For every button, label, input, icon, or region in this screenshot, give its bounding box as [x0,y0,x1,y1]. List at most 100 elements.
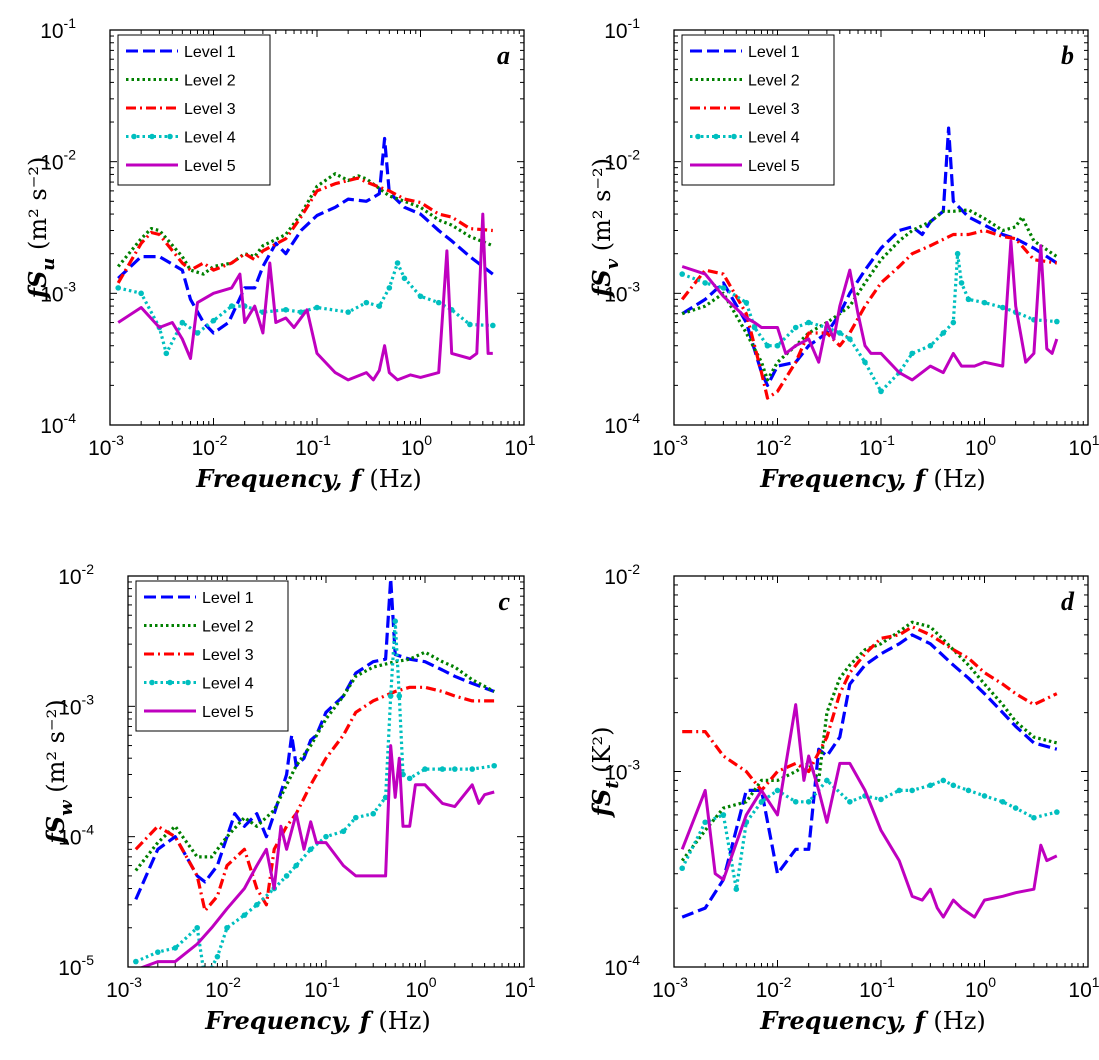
legend-label: Level 2 [184,73,236,90]
y-axis-label-subscript: t [602,780,623,789]
series-point [340,828,347,835]
series-point [965,787,972,794]
series-point [774,787,781,794]
y-axis-label-symbol: fS [587,269,616,299]
y-axis-label: fSw (m² s⁻²) [41,699,77,845]
x-tick-exponent: 0 [429,974,437,990]
x-tick-label: 10-1 [304,974,340,1002]
panel-letter: a [497,41,510,70]
series-point [224,924,230,931]
y-axis-label-units: (m² s⁻²) [42,699,70,800]
y-tick-label: 10-4 [40,410,76,438]
series-line-level-5 [680,703,1058,919]
legend-box [681,34,835,186]
x-tick-exponent: 1 [528,432,536,448]
series-point [491,762,497,769]
y-tick-exponent: -3 [628,757,641,773]
series-point [909,787,915,794]
legend-label: Level 5 [184,158,236,175]
legend-marker [131,133,137,140]
series-point [679,271,685,277]
series-point [133,958,139,965]
series-point [376,303,383,309]
y-tick-label: 10-2 [58,561,94,589]
x-tick-exponent: -2 [228,974,241,990]
series-point [194,924,200,931]
x-tick-exponent: 0 [424,432,432,448]
series-point [214,953,221,960]
series-point [679,865,685,872]
series-line-level-2 [681,208,1058,382]
series-point [467,321,473,328]
series-line-level-3 [682,625,1058,792]
series-point [999,798,1006,805]
y-tick-label: 10-1 [604,15,640,43]
series-point [847,336,853,342]
x-tick-label: 101 [504,432,535,460]
y-axis-label-units: (K²) [588,727,616,781]
x-axis-label-units: (Hz) [933,465,985,493]
x-tick-label: 10-3 [652,432,688,460]
legend-label: Level 4 [184,130,236,147]
x-axis-label: Frequency, f (Hz) [204,1006,430,1035]
y-tick-exponent: -4 [628,952,641,968]
y-tick-exponent: -2 [82,561,95,577]
series-line-level-3 [680,228,1058,400]
series-point [999,304,1006,311]
series-point [370,810,377,817]
panel-c: 10-3 10-2 10-1 100 10110-510-410-310-2Freque… [41,561,536,1035]
x-tick-exponent: 0 [988,432,996,448]
y-axis-label-units: (m² s⁻²) [588,158,616,259]
x-axis-label-bold: Frequency, f [759,1006,933,1035]
y-tick-exponent: -4 [64,410,77,426]
series-point [363,299,370,306]
axes-frame [673,575,1089,968]
legend-label: Level 1 [202,590,254,607]
y-tick-label: 10-4 [604,952,640,980]
y-tick-exponent: -2 [64,147,77,163]
series-point [283,873,290,879]
series-point [824,777,830,784]
axes-frame [673,29,1089,426]
series-point [927,782,934,789]
series-point [155,949,161,955]
x-tick-exponent: -3 [675,432,688,448]
y-axis-label-subscript: w [56,799,77,816]
x-axis-label-units: (Hz) [378,1007,430,1035]
legend-label: Level 3 [748,101,800,118]
x-tick-exponent: 0 [988,974,996,990]
series-point [314,304,320,311]
series-line-level-5 [681,239,1059,382]
series-point [115,285,121,291]
x-tick-exponent: -1 [318,432,331,448]
x-axis-label-bold: Frequency, f [195,464,369,493]
x-tick-label: 10-1 [859,974,895,1002]
y-tick-exponent: -2 [628,147,641,163]
series-point [307,846,314,853]
series-point [298,309,304,315]
x-tick-label: 10-3 [106,974,142,1002]
series-point [490,322,496,329]
x-tick-exponent: -3 [111,432,124,448]
panel-letter: d [1061,587,1075,616]
legend-label: Level 2 [202,619,254,636]
series-point [435,299,442,306]
series-point [720,812,727,818]
legend-marker [167,679,173,686]
series-point [392,618,398,624]
series-point [909,350,915,357]
series-point [439,766,446,772]
series-point [847,798,853,805]
series-point [163,350,170,357]
series-point [394,260,401,266]
y-tick-exponent: -3 [82,691,95,707]
legend-label: Level 5 [202,704,254,721]
panel-b: 10-3 10-2 10-1 100 10110-410-310-210-1Freque… [587,15,1099,493]
y-tick-label: 10-2 [604,561,640,589]
series-point [774,342,781,349]
series-point [720,285,727,291]
series-point [452,766,458,772]
series-point [805,319,812,326]
y-axis-label-units: (m² s⁻²) [24,157,52,258]
